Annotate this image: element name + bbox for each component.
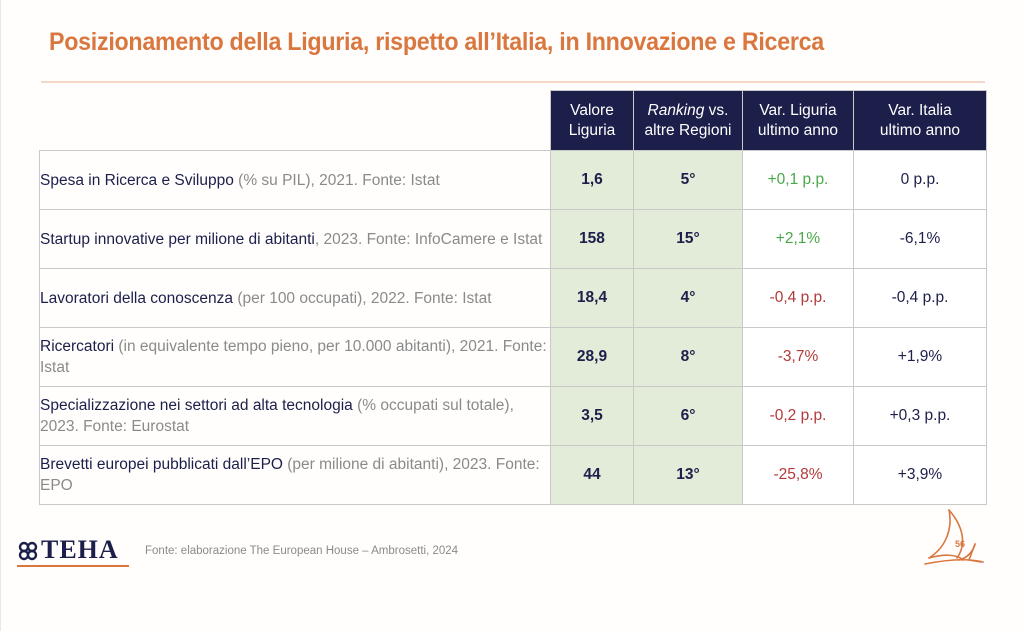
- indicator-name: Brevetti europei pubblicati dall’EPO: [40, 456, 283, 473]
- indicator-cell: Lavoratori della conoscenza (per 100 occ…: [39, 268, 551, 328]
- ranking-cell: 8°: [633, 327, 743, 387]
- header-ranking: Ranking vs. altre Regioni: [633, 90, 743, 151]
- valore-liguria-cell: 158: [550, 209, 634, 269]
- valore-liguria-cell: 44: [550, 445, 634, 505]
- table-row: Spesa in Ricerca e Sviluppo (% su PIL), …: [39, 150, 987, 210]
- ranking-cell: 6°: [633, 386, 743, 446]
- ranking-cell: 13°: [633, 445, 743, 505]
- var-liguria-cell: -25,8%: [742, 445, 854, 505]
- ranking-cell: 4°: [633, 268, 743, 328]
- indicator-name: Startup innovative per milione di abitan…: [40, 230, 315, 248]
- var-liguria-cell: -0,2 p.p.: [742, 386, 854, 446]
- table-row: Lavoratori della conoscenza (per 100 occ…: [39, 268, 987, 328]
- indicator-detail: , 2023. Fonte: InfoCamere e Istat: [314, 230, 543, 248]
- indicator-detail: (in equivalente tempo pieno, per 10.000 …: [40, 338, 547, 376]
- indicator-cell: Startup innovative per milione di abitan…: [39, 209, 551, 269]
- table-row: Startup innovative per milione di abitan…: [39, 209, 987, 269]
- indicator-cell: Specializzazione nei settori ad alta tec…: [39, 386, 551, 446]
- page-number: 56: [955, 539, 966, 549]
- header-text: Var. Liguria: [759, 101, 837, 119]
- valore-liguria-cell: 3,5: [550, 386, 634, 446]
- var-liguria-cell: -0,4 p.p.: [742, 268, 854, 328]
- valore-liguria-cell: 1,6: [550, 150, 634, 210]
- ranking-cell: 15°: [633, 209, 743, 269]
- indicator-cell: Spesa in Ricerca e Sviluppo (% su PIL), …: [39, 150, 551, 210]
- valore-liguria-cell: 18,4: [550, 268, 634, 328]
- indicator-detail: (% occupati sul totale), 2023. Fonte: Eu…: [40, 397, 514, 435]
- header-text: Valore: [570, 101, 614, 119]
- indicator-name: Lavoratori della conoscenza: [40, 289, 234, 307]
- indicators-table: Valore Liguria Ranking vs. altre Regioni…: [39, 90, 987, 505]
- indicator-name: Specializzazione nei settori ad alta tec…: [40, 397, 353, 414]
- var-italia-cell: 0 p.p.: [853, 150, 987, 210]
- indicator-name: Spesa in Ricerca e Sviluppo: [40, 171, 234, 189]
- header-var-liguria: Var. Liguria ultimo anno: [742, 90, 854, 151]
- indicator-detail: (per milione di abitanti), 2023. Fonte: …: [40, 456, 540, 494]
- indicator-cell: Brevetti europei pubblicati dall’EPO (pe…: [39, 445, 551, 505]
- sailboat-icon: [924, 509, 984, 565]
- indicator-cell: Ricercatori (in equivalente tempo pieno,…: [39, 327, 551, 387]
- var-italia-cell: -0,4 p.p.: [853, 268, 987, 328]
- header-text: Liguria: [568, 121, 616, 139]
- header-text: Var. Italia: [888, 101, 952, 119]
- indicator-detail: (% su PIL), 2021. Fonte: Istat: [233, 171, 440, 189]
- header-var-italia: Var. Italia ultimo anno: [853, 90, 987, 151]
- title-divider: [41, 81, 985, 83]
- header-text: ultimo anno: [879, 121, 961, 139]
- teha-logo-mark-icon: [18, 541, 38, 561]
- page-title: Posizionamento della Liguria, rispetto a…: [49, 28, 824, 56]
- var-italia-cell: -6,1%: [853, 209, 987, 269]
- var-italia-cell: +1,9%: [853, 327, 987, 387]
- var-italia-cell: +3,9%: [853, 445, 987, 505]
- logo-underline: [17, 565, 129, 567]
- header-text: altre Regioni: [644, 121, 732, 139]
- indicator-name: Ricercatori: [40, 338, 115, 355]
- table-header-row: Valore Liguria Ranking vs. altre Regioni…: [39, 90, 987, 151]
- header-blank-cell: [39, 90, 551, 151]
- var-italia-cell: +0,3 p.p.: [853, 386, 987, 446]
- header-text: vs.: [704, 101, 729, 119]
- source-note: Fonte: elaborazione The European House –…: [145, 545, 459, 557]
- var-liguria-cell: +2,1%: [742, 209, 854, 269]
- table-row: Specializzazione nei settori ad alta tec…: [39, 386, 987, 446]
- header-text: ultimo anno: [757, 121, 839, 139]
- var-liguria-cell: +0,1 p.p.: [742, 150, 854, 210]
- logo-text: TEHA: [41, 535, 119, 564]
- ranking-cell: 5°: [633, 150, 743, 210]
- teha-logo: TEHA: [17, 535, 132, 567]
- var-liguria-cell: -3,7%: [742, 327, 854, 387]
- table-row: Brevetti europei pubblicati dall’EPO (pe…: [39, 445, 987, 505]
- table-row: Ricercatori (in equivalente tempo pieno,…: [39, 327, 987, 387]
- valore-liguria-cell: 28,9: [550, 327, 634, 387]
- header-valore-liguria: Valore Liguria: [550, 90, 634, 151]
- indicator-detail: (per 100 occupati), 2022. Fonte: Istat: [233, 289, 492, 307]
- header-text-italic: Ranking: [647, 101, 705, 119]
